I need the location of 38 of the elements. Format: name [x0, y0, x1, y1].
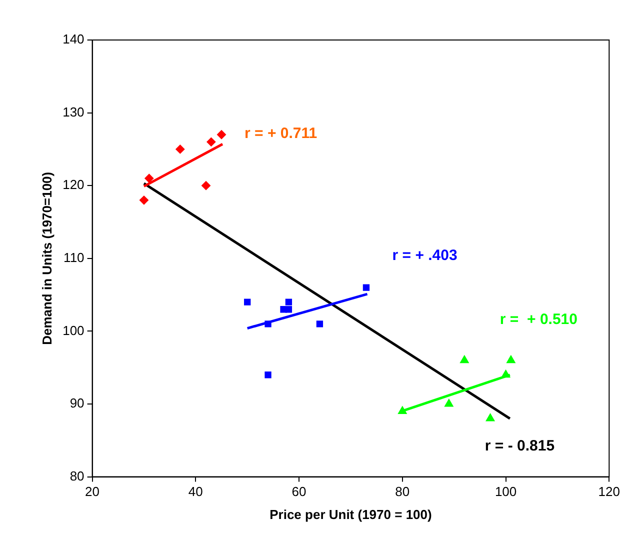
point [501, 370, 510, 378]
x-axis-title: Price per Unit (1970 = 100) [270, 506, 432, 522]
point [206, 137, 216, 146]
y-tick-label: 90 [70, 396, 84, 411]
x-tick-label: 40 [188, 484, 203, 500]
point [444, 399, 454, 407]
y-tick-label: 110 [64, 250, 84, 265]
point [486, 414, 495, 422]
y-tick-label: 100 [62, 322, 84, 338]
point [398, 406, 407, 414]
annotation: r = + 0.510 [500, 311, 578, 328]
annotation: r = - 0.815 [484, 438, 555, 455]
y-tick-label: 130 [62, 104, 84, 120]
x-tick-label: 100 [494, 484, 517, 500]
point [139, 196, 148, 205]
y-tick-label: 80 [70, 468, 84, 484]
point [264, 372, 272, 378]
point [144, 174, 154, 183]
x-tick-label: 120 [598, 484, 620, 500]
point [362, 284, 370, 291]
point [217, 130, 226, 140]
point [506, 355, 516, 364]
x-tick-label: 60 [292, 484, 306, 500]
point [285, 306, 292, 313]
annotation: r = + 0.711 [244, 125, 318, 142]
point [316, 320, 324, 328]
point [285, 298, 292, 306]
point [460, 355, 469, 364]
point [176, 144, 185, 154]
point [264, 320, 272, 328]
point [244, 298, 251, 306]
annotation: r = + .403 [392, 247, 458, 264]
x-tick-label: 20 [85, 484, 100, 500]
x-tick-label: 80 [395, 484, 410, 500]
y-tick-label: 140 [62, 32, 84, 47]
point [202, 181, 210, 190]
y-tick-label: 120 [62, 177, 84, 192]
y-axis-title: Demand in Units (1970=100) [39, 172, 54, 345]
